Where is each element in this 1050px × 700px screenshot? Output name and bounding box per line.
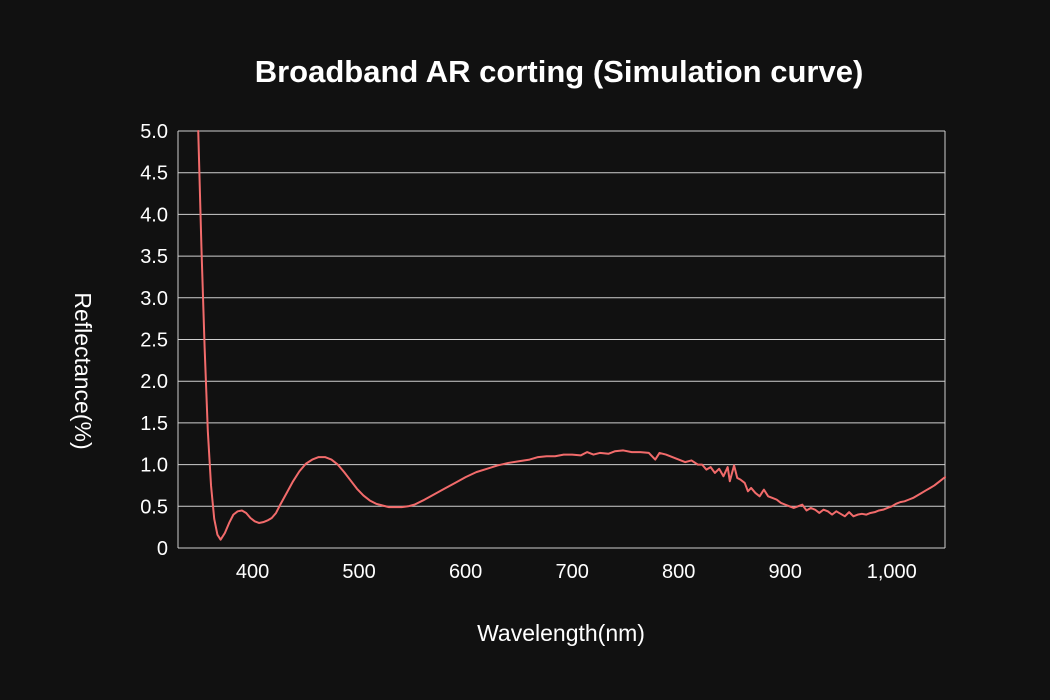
y-tick-label-4: 2.0 [140, 371, 168, 393]
grid-layer [177, 130, 946, 549]
series-line-0 [197, 130, 946, 541]
x-tick-label-5: 900 [769, 561, 802, 583]
x-axis-label: Wavelength(nm) [477, 620, 645, 646]
x-tick-label-0: 400 [236, 561, 269, 583]
chart-title: Broadband AR corting (Simulation curve) [255, 54, 864, 89]
x-tick-label-2: 600 [449, 561, 482, 583]
x-tick-labels: 400 500 600 700 800 900 1,000 [236, 561, 917, 583]
y-tick-label-7: 3.5 [140, 246, 168, 268]
y-tick-label-6: 3.0 [140, 288, 168, 310]
series-layer [197, 130, 946, 541]
y-tick-labels: 0 0.5 1.0 1.5 2.0 2.5 3.0 3.5 4.0 4.5 5.0 [140, 121, 168, 560]
y-tick-label-1: 0.5 [140, 496, 168, 518]
y-tick-label-2: 1.0 [140, 455, 168, 477]
y-tick-label-3: 1.5 [140, 413, 168, 435]
x-tick-label-4: 800 [662, 561, 695, 583]
y-tick-label-10: 5.0 [140, 121, 168, 143]
y-tick-label-5: 2.5 [140, 330, 168, 352]
x-tick-label-1: 500 [342, 561, 375, 583]
y-tick-label-9: 4.5 [140, 163, 168, 185]
y-axis-label: Reflectance(%) [70, 292, 96, 449]
x-tick-label-6: 1,000 [867, 561, 917, 583]
y-tick-label-0: 0 [157, 538, 168, 560]
x-tick-label-3: 700 [555, 561, 588, 583]
y-tick-label-8: 4.0 [140, 204, 168, 226]
